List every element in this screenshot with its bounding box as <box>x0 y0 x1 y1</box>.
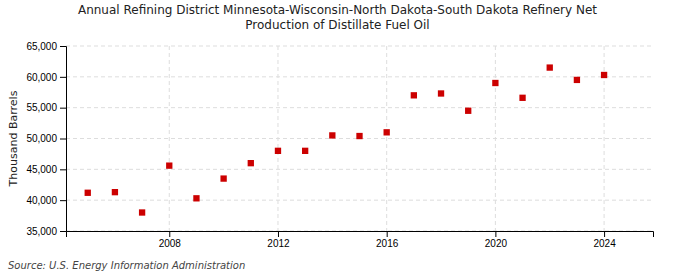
point <box>302 148 308 154</box>
tick-label: 2020 <box>485 238 508 249</box>
grid-line <box>495 46 496 231</box>
point <box>193 195 199 201</box>
plot: 2008 2012 2016 2020 2024 35,000 40,000 45,000 50… <box>26 41 653 249</box>
tick-label: 40,000 <box>26 195 57 206</box>
point <box>384 129 390 135</box>
point <box>85 190 91 196</box>
point <box>601 72 607 78</box>
tick-label: 45,000 <box>26 164 57 175</box>
tick-label: 55,000 <box>26 102 57 113</box>
x-axis: 2008 2012 2016 2020 2024 <box>67 231 654 249</box>
tick: 40,000 <box>26 195 66 206</box>
title: Annual Refining District Minnesota-Wisco… <box>78 3 597 32</box>
tick-mark <box>60 139 66 140</box>
point <box>492 80 498 86</box>
tick: 35,000 <box>26 226 66 237</box>
source-note: Source: U.S. Energy Information Administ… <box>8 260 245 271</box>
grid <box>66 46 653 231</box>
axis-line <box>60 47 67 232</box>
grid-line <box>66 107 653 108</box>
point <box>547 64 553 70</box>
tick-mark <box>60 169 66 170</box>
tick-label: 60,000 <box>26 72 57 83</box>
tick-label: 65,000 <box>26 41 57 52</box>
point <box>248 160 254 166</box>
point <box>329 132 335 138</box>
grid-line <box>66 200 653 201</box>
tick: 2024 <box>593 231 616 249</box>
point <box>275 148 281 154</box>
y-axis: 35,000 40,000 45,000 50,000 55,000 60,000 65,0… <box>26 41 66 237</box>
tick-mark <box>60 77 66 78</box>
tick: 65,000 <box>26 41 66 52</box>
grid-line <box>66 46 653 47</box>
tick-label: 35,000 <box>26 226 57 237</box>
tick-mark <box>495 231 496 237</box>
grid-line <box>66 76 653 77</box>
points <box>85 64 608 215</box>
tick-label: 2008 <box>159 238 182 249</box>
tick-mark <box>60 231 66 232</box>
tick-mark <box>278 231 279 237</box>
tick-mark <box>60 46 66 47</box>
tick-mark <box>169 231 170 237</box>
point <box>411 92 417 98</box>
point <box>112 189 118 195</box>
grid-line <box>66 169 653 170</box>
grid-line <box>386 46 387 231</box>
tick-label: 2012 <box>267 238 290 249</box>
point <box>574 77 580 83</box>
tick: 60,000 <box>26 72 66 83</box>
tick-label: 50,000 <box>26 133 57 144</box>
tick: 2008 <box>159 231 182 249</box>
tick-mark <box>60 108 66 109</box>
tick-mark <box>60 200 66 201</box>
y-axis-title: Thousand Barrels <box>7 90 20 187</box>
tick: 55,000 <box>26 102 66 113</box>
tick: 2020 <box>485 231 508 249</box>
point <box>465 108 471 114</box>
grid-line <box>169 46 170 231</box>
grid-line <box>277 46 278 231</box>
point <box>519 95 525 101</box>
tick: 2012 <box>267 231 290 249</box>
tick-label: 2024 <box>593 238 616 249</box>
tick-mark <box>387 231 388 237</box>
tick: 50,000 <box>26 133 66 144</box>
tick-mark <box>604 231 605 237</box>
chart: 2008 2012 2016 2020 2024 35,000 40,000 45,000 50… <box>0 0 675 275</box>
tick: 45,000 <box>26 164 66 175</box>
point <box>139 209 145 215</box>
tick-label: 2016 <box>376 238 399 249</box>
point <box>356 133 362 139</box>
point <box>166 162 172 168</box>
axis-line <box>67 232 654 238</box>
point <box>438 90 444 96</box>
point <box>220 175 226 181</box>
tick: 2016 <box>376 231 399 249</box>
